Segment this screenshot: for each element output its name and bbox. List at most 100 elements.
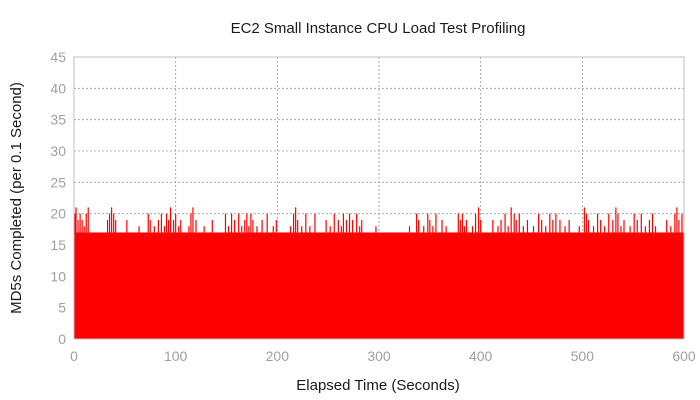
area-spike bbox=[504, 213, 506, 233]
area-spike bbox=[81, 219, 83, 233]
area-spike bbox=[608, 213, 610, 233]
area-spike bbox=[463, 226, 465, 233]
area-spike bbox=[275, 219, 277, 233]
area-spike bbox=[106, 219, 109, 233]
area-spike bbox=[435, 213, 437, 233]
area-spike bbox=[188, 226, 190, 233]
area-spike bbox=[293, 213, 295, 233]
chart-title: EC2 Small Instance CPU Load Test Profili… bbox=[231, 20, 526, 37]
area-spike bbox=[522, 226, 524, 233]
area-spike bbox=[423, 226, 425, 233]
area-spike bbox=[305, 213, 307, 233]
area-spike bbox=[552, 219, 554, 233]
area-spike bbox=[636, 219, 638, 233]
area-spike bbox=[77, 219, 79, 233]
area-spike bbox=[478, 207, 480, 233]
area-spike bbox=[195, 219, 197, 233]
area-spike bbox=[87, 207, 89, 233]
area-spike bbox=[629, 226, 631, 233]
y-tick-label: 30 bbox=[50, 143, 66, 159]
area-spike bbox=[356, 213, 358, 233]
y-tick-label: 10 bbox=[50, 268, 66, 284]
area-spike bbox=[654, 226, 657, 233]
x-tick-label: 600 bbox=[672, 348, 696, 364]
area-spike bbox=[238, 213, 240, 233]
area-spike bbox=[190, 213, 192, 233]
x-tick-labels: 0 100 200 300 400 500 600 bbox=[70, 348, 696, 364]
x-tick-label: 300 bbox=[367, 348, 391, 364]
area-spike bbox=[113, 213, 115, 233]
area-spike bbox=[75, 207, 77, 233]
area-spike bbox=[115, 219, 117, 233]
area-spike bbox=[173, 219, 175, 233]
area-spike bbox=[559, 219, 561, 233]
area-spike bbox=[427, 213, 429, 233]
area-spike bbox=[250, 213, 252, 233]
x-axis-label: Elapsed Time (Seconds) bbox=[296, 377, 459, 394]
area-spike bbox=[337, 219, 339, 233]
area-spike bbox=[295, 207, 297, 233]
area-spike bbox=[681, 213, 683, 233]
area-spike bbox=[585, 213, 587, 233]
area-spike bbox=[474, 213, 477, 233]
area-spike bbox=[648, 219, 651, 233]
area-spike bbox=[518, 213, 520, 233]
y-tick-label: 45 bbox=[50, 49, 66, 65]
area-spike bbox=[457, 213, 459, 233]
area-spike bbox=[432, 226, 434, 233]
area-spike bbox=[108, 213, 111, 233]
plot-area bbox=[74, 207, 684, 339]
area-spike bbox=[180, 219, 182, 233]
area-spike bbox=[227, 226, 230, 233]
area-spike bbox=[160, 213, 163, 233]
area-spike bbox=[342, 213, 345, 233]
area-spike bbox=[175, 213, 177, 233]
area-spike bbox=[507, 226, 509, 233]
area-spike bbox=[666, 219, 668, 233]
x-tick-label: 500 bbox=[571, 348, 595, 364]
area-spike bbox=[615, 207, 617, 233]
area-spike bbox=[289, 226, 292, 233]
area-spike bbox=[165, 213, 168, 233]
area-spike bbox=[612, 219, 614, 233]
area-spike bbox=[153, 226, 155, 233]
area-spike bbox=[592, 226, 595, 233]
area-spike bbox=[297, 219, 299, 233]
area-spike bbox=[163, 226, 166, 233]
area-spike bbox=[375, 226, 377, 233]
area-spike bbox=[192, 207, 194, 233]
area-spike bbox=[492, 219, 494, 233]
y-tick-label: 0 bbox=[58, 331, 66, 347]
area-spike bbox=[545, 226, 547, 233]
area-spike bbox=[568, 219, 570, 233]
area-spike bbox=[674, 213, 676, 233]
area-spike bbox=[459, 219, 461, 233]
area-spike bbox=[526, 219, 529, 233]
area-spike bbox=[169, 207, 172, 233]
area-spike bbox=[604, 226, 606, 233]
x-tick-label: 200 bbox=[266, 348, 290, 364]
area-spike bbox=[564, 226, 566, 233]
area-spike bbox=[340, 226, 342, 233]
area-spike bbox=[538, 213, 540, 233]
area-spike bbox=[461, 213, 463, 233]
y-tick-label: 35 bbox=[50, 112, 66, 128]
area-spike bbox=[224, 213, 227, 233]
area-spike bbox=[513, 213, 515, 233]
area-spike bbox=[333, 213, 335, 233]
area-spike bbox=[644, 226, 646, 233]
x-tick-label: 400 bbox=[469, 348, 493, 364]
y-axis-label: MD5s Completed (per 0.1 Second) bbox=[8, 82, 25, 314]
area-spike bbox=[157, 219, 159, 233]
area-spike bbox=[651, 213, 654, 233]
area-spike bbox=[244, 219, 246, 233]
area-spike bbox=[640, 213, 642, 233]
area-spike bbox=[441, 219, 443, 233]
area-spike bbox=[178, 226, 180, 233]
area-spike bbox=[578, 226, 580, 233]
y-tick-label: 15 bbox=[50, 237, 66, 253]
area-spike bbox=[600, 219, 602, 233]
area-spike bbox=[617, 213, 619, 233]
area-spike bbox=[583, 207, 585, 233]
